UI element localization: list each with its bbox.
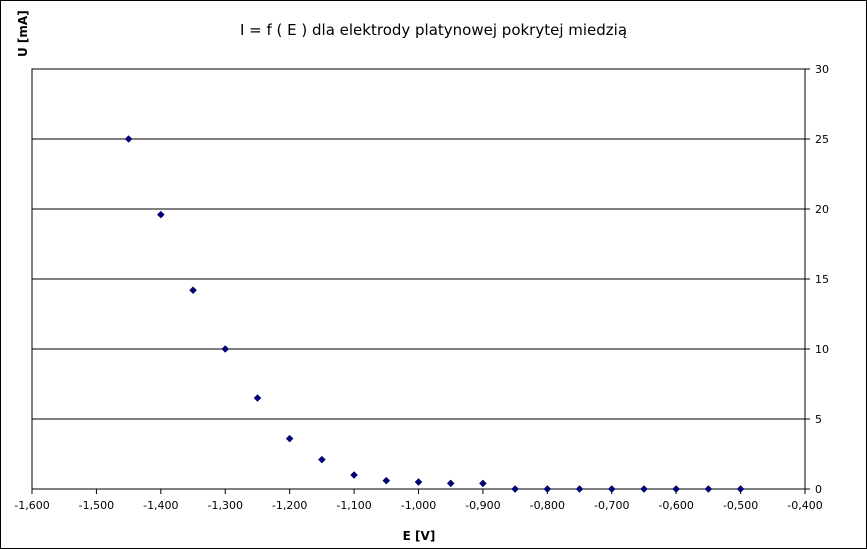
data-point [607, 485, 616, 493]
x-tick-label: -0,600 [658, 499, 693, 512]
x-tick-label: -1,100 [336, 499, 371, 512]
y-tick-label: 25 [815, 133, 829, 146]
x-tick-label: -0,900 [465, 499, 500, 512]
data-point [414, 478, 423, 486]
data-point [575, 485, 584, 493]
x-tick-label: -1,500 [79, 499, 114, 512]
x-tick-label: -1,200 [272, 499, 307, 512]
x-axis-ticks: -1,600 -1,500 -1,400 -1,300 -1,200 -1,100 -1,0… [14, 489, 823, 512]
x-tick-label: -0,400 [787, 499, 822, 512]
y-tick-label: 20 [815, 203, 829, 216]
x-tick-label: -1,400 [143, 499, 178, 512]
y-tick-label: 15 [815, 273, 829, 286]
data-point [446, 479, 455, 488]
gridlines [32, 138, 805, 420]
x-axis-label: E [V] [403, 529, 436, 543]
data-point [704, 485, 713, 493]
x-tick-label: -0,800 [530, 499, 565, 512]
y-tick-label: 0 [815, 483, 822, 496]
y-axis-ticks: 0 5 10 15 20 25 30 [805, 63, 829, 496]
data-point [479, 479, 487, 488]
data-point [350, 471, 358, 479]
x-tick-label: -1,600 [14, 499, 49, 512]
data-point [543, 485, 552, 493]
y-axis-label: U [mA] [16, 10, 30, 57]
data-point [736, 485, 745, 493]
data-point [253, 394, 262, 402]
data-point [318, 455, 326, 464]
data-point [511, 485, 519, 493]
data-point [285, 434, 294, 443]
x-tick-label: -0,700 [594, 499, 629, 512]
data-points [124, 135, 745, 493]
data-point [382, 476, 391, 485]
data-point [221, 345, 230, 353]
x-tick-label: -1,000 [401, 499, 436, 512]
data-point [124, 135, 133, 143]
x-tick-label: -0,500 [723, 499, 758, 512]
y-tick-label: 5 [815, 413, 822, 426]
y-tick-label: 10 [815, 343, 829, 356]
chart-title: I = f ( E ) dla elektrody platynowej pok… [239, 21, 628, 39]
data-point [672, 485, 681, 493]
data-point [189, 286, 197, 295]
data-point [156, 210, 165, 219]
y-tick-label: 30 [815, 63, 829, 76]
data-point [640, 485, 648, 493]
x-tick-label: -1,300 [208, 499, 243, 512]
